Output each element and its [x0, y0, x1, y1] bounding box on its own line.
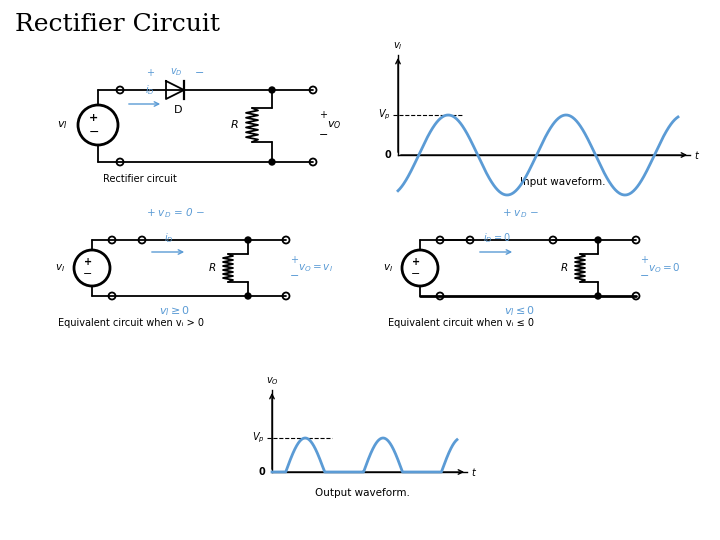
Text: $v_I \geq 0$: $v_I \geq 0$	[159, 304, 191, 318]
Text: $i_D$: $i_D$	[164, 231, 174, 245]
Text: $v_I$: $v_I$	[393, 40, 402, 52]
Text: $v_O = 0$: $v_O = 0$	[648, 261, 680, 275]
Text: −: −	[411, 269, 420, 279]
Text: $v_I$: $v_I$	[383, 262, 393, 274]
Circle shape	[595, 293, 601, 299]
Text: +: +	[146, 68, 154, 78]
Text: $i_D$: $i_D$	[145, 83, 155, 97]
Text: $V_p$: $V_p$	[379, 108, 391, 122]
Text: $t$: $t$	[694, 149, 700, 161]
Circle shape	[269, 87, 275, 93]
Text: −: −	[195, 68, 204, 78]
Text: −: −	[84, 269, 93, 279]
Circle shape	[245, 293, 251, 299]
Circle shape	[595, 237, 601, 243]
Circle shape	[245, 237, 251, 243]
Text: $V_p$: $V_p$	[253, 431, 265, 445]
Text: +: +	[412, 257, 420, 267]
Text: $i_D = 0$: $i_D = 0$	[483, 231, 511, 245]
Circle shape	[269, 159, 275, 165]
Text: +: +	[640, 255, 648, 265]
Text: −: −	[319, 130, 328, 140]
Text: $v_O$: $v_O$	[266, 375, 279, 387]
Text: −: −	[640, 271, 649, 281]
Text: D: D	[174, 105, 182, 115]
Text: 0: 0	[384, 150, 391, 160]
Text: R: R	[230, 120, 238, 130]
Text: Rectifier Circuit: Rectifier Circuit	[15, 13, 220, 36]
Text: $v_O$: $v_O$	[327, 119, 341, 131]
Text: $v_O = v_I$: $v_O = v_I$	[298, 262, 333, 274]
Text: $v_I \leq 0$: $v_I \leq 0$	[505, 304, 536, 318]
Text: +: +	[319, 110, 327, 120]
Text: +: +	[89, 113, 99, 123]
Text: −: −	[290, 271, 300, 281]
Text: Equivalent circuit when vᵢ ≤ 0: Equivalent circuit when vᵢ ≤ 0	[388, 318, 534, 328]
Text: $v_I$: $v_I$	[58, 119, 68, 131]
Text: Rectifier circuit: Rectifier circuit	[103, 174, 177, 184]
Text: + $v_D$ = 0 $-$: + $v_D$ = 0 $-$	[145, 206, 204, 220]
Text: $v_D$: $v_D$	[170, 66, 182, 78]
Text: +: +	[290, 255, 298, 265]
Text: $t$: $t$	[471, 466, 477, 478]
Text: Output waveform.: Output waveform.	[315, 488, 410, 498]
Text: Input waveform.: Input waveform.	[521, 177, 606, 187]
Text: $v_I$: $v_I$	[55, 262, 65, 274]
Text: + $v_D$ $-$: + $v_D$ $-$	[502, 207, 539, 220]
Text: R: R	[561, 263, 568, 273]
Text: +: +	[84, 257, 92, 267]
Text: R: R	[209, 263, 216, 273]
Text: 0: 0	[258, 467, 265, 477]
Text: Equivalent circuit when vᵢ > 0: Equivalent circuit when vᵢ > 0	[58, 318, 204, 328]
Text: −: −	[89, 125, 99, 138]
